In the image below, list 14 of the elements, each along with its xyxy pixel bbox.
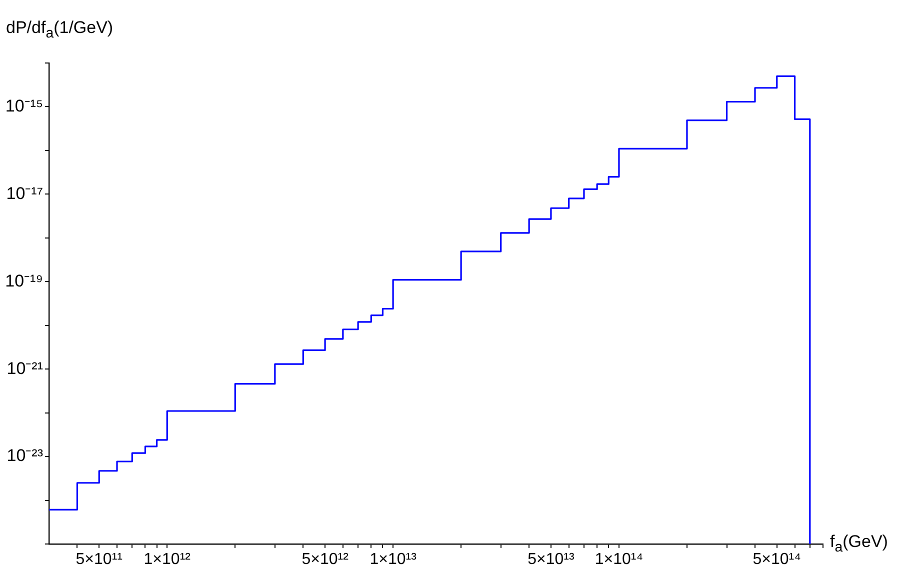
x-axis-title: f$_{a}$(GeV) [830,532,888,556]
x-tick-label: 1×10¹² [144,551,192,568]
x-tick-label: 5×10¹³ [528,551,575,568]
y-tick-label: 10⁻¹⁹ [5,271,43,290]
y-tick-label: 10⁻²¹ [6,358,44,378]
x-tick-label: 1×10¹³ [370,551,418,568]
y-tick-label: 10⁻¹⁵ [5,96,43,116]
x-tick-label: 1×10¹⁴ [594,551,644,568]
y-tick-label: 10⁻²³ [6,446,44,466]
x-tick-label: 5×10¹⁴ [752,551,802,568]
x-tick-label: 5×10¹² [302,551,350,568]
y-axis-title: dP/df$_{a}$(1/GeV) [6,18,114,42]
y-tick-label: 10⁻¹⁷ [6,184,43,203]
x-tick-label: 5×10¹¹ [76,551,122,568]
